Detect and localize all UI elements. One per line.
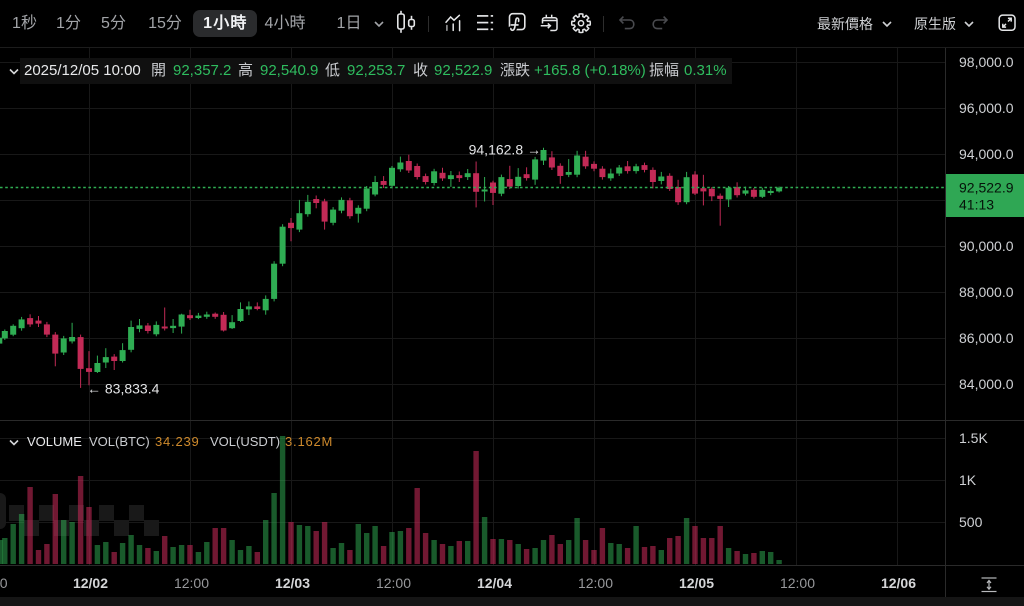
svg-text:94,000.0: 94,000.0 (959, 146, 1014, 162)
svg-text::00: :00 (0, 575, 8, 591)
svg-text:12:00: 12:00 (578, 575, 613, 591)
svg-text:12/04: 12/04 (477, 575, 512, 591)
svg-text:12/02: 12/02 (73, 575, 108, 591)
svg-text:84,000.0: 84,000.0 (959, 376, 1014, 392)
svg-text:12/05: 12/05 (679, 575, 714, 591)
svg-text:94,162.8 →: 94,162.8 → (469, 142, 541, 158)
svg-text:98,000.0: 98,000.0 (959, 54, 1014, 70)
svg-text:12:00: 12:00 (780, 575, 815, 591)
svg-text:92,522.9: 92,522.9 (959, 180, 1014, 196)
svg-text:1K: 1K (959, 472, 977, 488)
svg-text:1.5K: 1.5K (959, 430, 988, 446)
svg-text:90,000.0: 90,000.0 (959, 238, 1014, 254)
svg-text:12/03: 12/03 (275, 575, 310, 591)
svg-text:12:00: 12:00 (174, 575, 209, 591)
svg-text:← 83,833.4: ← 83,833.4 (87, 381, 160, 397)
svg-text:12/06: 12/06 (881, 575, 916, 591)
svg-text:96,000.0: 96,000.0 (959, 100, 1014, 116)
svg-text:500: 500 (959, 514, 983, 530)
svg-text:88,000.0: 88,000.0 (959, 284, 1014, 300)
svg-text:41:13: 41:13 (959, 197, 994, 213)
svg-text:12:00: 12:00 (376, 575, 411, 591)
svg-text:86,000.0: 86,000.0 (959, 330, 1014, 346)
